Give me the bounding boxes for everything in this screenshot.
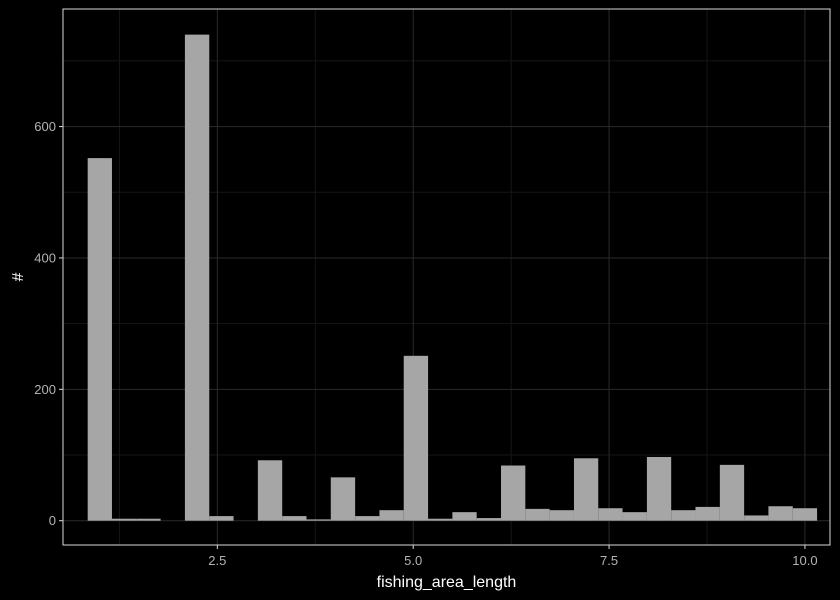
- y-tick-label: 200: [34, 382, 56, 397]
- histogram-bar-8: [257, 460, 283, 521]
- histogram-bar-30: [792, 508, 818, 521]
- histogram-bar-18: [501, 465, 526, 521]
- x-tick-label: 10.0: [792, 553, 817, 568]
- histogram-bar-17: [476, 518, 502, 521]
- histogram-bar-20: [549, 510, 574, 521]
- histogram-bar-6: [209, 516, 234, 521]
- histogram-bar-14: [403, 355, 429, 521]
- histogram-bar-28: [744, 515, 769, 521]
- panel-border: [62, 8, 831, 546]
- x-axis-title: fishing_area_length: [377, 574, 517, 591]
- y-axis-title: #: [10, 272, 27, 281]
- x-axis-ticks: 2.5 5.0 7.5 10.0: [208, 545, 818, 568]
- histogram-bar-24: [646, 456, 672, 521]
- x-tick-label: 7.5: [600, 553, 618, 568]
- histogram-bar-26: [695, 506, 720, 521]
- x-tick-label: 2.5: [208, 553, 226, 568]
- y-tick-label: 0: [49, 513, 56, 528]
- histogram-bar-13: [379, 510, 404, 521]
- histogram-bar-11: [330, 477, 356, 521]
- histogram-bar-19: [525, 508, 550, 521]
- histogram-bar-9: [282, 516, 307, 521]
- histogram-bars: [87, 34, 818, 521]
- histogram-bar-2: [111, 518, 137, 521]
- histogram-bar-10: [306, 519, 331, 521]
- y-tick-label: 600: [34, 119, 56, 134]
- histogram-bar-15: [428, 518, 453, 521]
- histogram-bar-3: [136, 518, 161, 521]
- histogram-bar-21: [573, 458, 599, 521]
- histogram-bar-5: [184, 34, 210, 521]
- histogram-bar-1: [87, 158, 112, 521]
- histogram-bar-25: [671, 510, 696, 521]
- histogram-bar-16: [452, 512, 477, 521]
- histogram-bar-23: [622, 512, 647, 521]
- y-tick-label: 400: [34, 250, 56, 265]
- histogram-bar-12: [355, 516, 380, 521]
- x-tick-label: 5.0: [404, 553, 422, 568]
- histogram-bar-22: [598, 508, 623, 521]
- histogram-bar-27: [719, 464, 745, 521]
- y-axis-ticks: 0 200 400 600: [34, 119, 63, 528]
- histogram-bar-29: [768, 506, 793, 521]
